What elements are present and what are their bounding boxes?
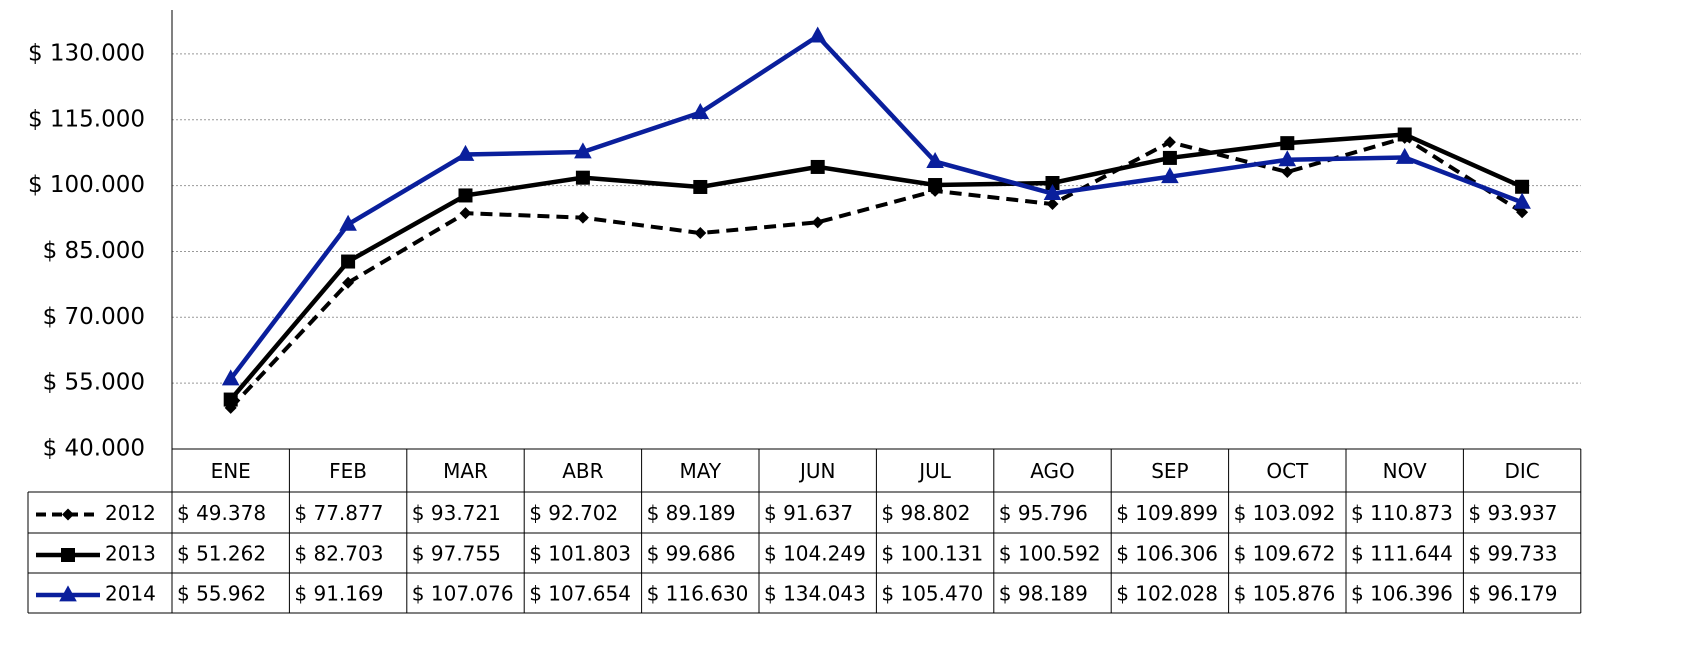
table-value: $ 77.877	[294, 501, 383, 525]
table-value: $ 104.249	[764, 542, 866, 566]
table-value: $ 105.470	[881, 582, 983, 606]
point	[808, 26, 827, 43]
point	[342, 276, 355, 289]
point	[1278, 150, 1297, 167]
point	[339, 214, 357, 231]
series-line	[228, 132, 1524, 402]
point	[1161, 167, 1179, 184]
point	[1280, 136, 1295, 151]
table-value: $ 95.796	[999, 501, 1088, 525]
table-value: $ 98.802	[881, 501, 970, 525]
point	[459, 207, 472, 220]
point	[926, 151, 944, 168]
table-value: $ 55.962	[177, 582, 266, 606]
data-table: ENE FEB MAR ABR MAY JUN JUL AGO SEP OCT NOV DIC	[27, 448, 1582, 614]
point	[458, 188, 473, 203]
category-label: MAR	[443, 459, 488, 483]
table-value: $ 97.755	[412, 542, 501, 566]
table-value: $ 96.179	[1468, 582, 1557, 606]
point	[691, 102, 710, 119]
category-label: MAY	[679, 459, 721, 483]
table-value: $ 111.644	[1351, 542, 1453, 566]
y-tick-label: $ 40.000	[43, 436, 145, 462]
table-value: $ 100.592	[999, 542, 1101, 566]
table-value: $ 51.262	[177, 542, 266, 566]
point	[223, 392, 238, 407]
legend-label: 2012	[105, 501, 156, 525]
category-label: AGO	[1030, 459, 1075, 483]
point	[1162, 150, 1177, 165]
table-value: $ 102.028	[1116, 582, 1218, 606]
table-value: $ 91.169	[294, 582, 383, 606]
table-value: $ 109.672	[1234, 542, 1336, 566]
category-label: DIC	[1504, 459, 1539, 483]
table-value: $ 89.189	[647, 501, 736, 525]
table-value: $ 134.043	[764, 582, 866, 606]
table-value: $ 116.630	[647, 582, 749, 606]
table-value: $ 49.378	[177, 501, 266, 525]
category-label: SEP	[1151, 459, 1188, 483]
point	[1281, 166, 1294, 179]
table-value: $ 106.306	[1116, 542, 1218, 566]
y-tick-label: $ 130.000	[28, 40, 145, 66]
table-value: $ 91.637	[764, 501, 853, 525]
table-value: $ 109.899	[1116, 501, 1218, 525]
point	[341, 254, 356, 269]
legend-label: 2014	[105, 582, 156, 606]
category-label: NOV	[1383, 459, 1427, 483]
table-value: $ 101.803	[529, 542, 631, 566]
point	[1516, 206, 1529, 219]
point	[221, 369, 240, 386]
table-value: $ 105.876	[1234, 582, 1336, 606]
table-value: $ 93.937	[1468, 501, 1557, 525]
point	[694, 227, 707, 240]
point	[1046, 198, 1059, 211]
point	[693, 179, 708, 194]
point	[1163, 136, 1176, 149]
point	[1043, 183, 1062, 200]
category-label: ENE	[211, 459, 251, 483]
y-tick-label: $ 115.000	[28, 106, 145, 132]
y-tick-label: $ 100.000	[28, 172, 145, 198]
category-label: OCT	[1266, 459, 1309, 483]
category-label: FEB	[329, 459, 367, 483]
point	[1395, 147, 1414, 164]
category-label: JUL	[917, 459, 952, 483]
table-value: $ 82.703	[294, 542, 383, 566]
table-value: $ 106.396	[1351, 582, 1453, 606]
legend-marker	[62, 508, 74, 521]
point	[1513, 192, 1531, 209]
table-value: $ 110.873	[1351, 501, 1453, 525]
table-value: $ 103.092	[1234, 501, 1336, 525]
table-value: $ 99.686	[647, 542, 736, 566]
y-tick-label: $ 70.000	[43, 304, 145, 330]
table-value: $ 100.131	[881, 542, 983, 566]
category-label: JUN	[798, 459, 836, 483]
point	[1397, 127, 1412, 142]
series-line	[229, 135, 1524, 410]
y-tick-label: $ 55.000	[43, 370, 145, 396]
table-value: $ 107.076	[412, 582, 514, 606]
table-value: $ 107.654	[529, 582, 631, 606]
series-line	[228, 33, 1523, 381]
legend-marker	[61, 548, 75, 562]
point	[811, 216, 824, 229]
table-value: $ 98.189	[999, 582, 1088, 606]
table-value: $ 99.733	[1468, 542, 1557, 566]
y-tick-label: $ 85.000	[43, 238, 145, 264]
table-value: $ 92.702	[529, 501, 618, 525]
point	[576, 211, 589, 224]
point	[1045, 176, 1060, 191]
point	[928, 178, 943, 193]
point	[810, 159, 825, 174]
table-value: $ 93.721	[412, 501, 501, 525]
point	[574, 142, 592, 159]
point	[575, 170, 590, 185]
category-label: ABR	[562, 459, 603, 483]
legend-marker	[59, 585, 77, 602]
point	[456, 144, 475, 161]
legend-label: 2013	[105, 542, 156, 566]
point	[1515, 179, 1530, 194]
